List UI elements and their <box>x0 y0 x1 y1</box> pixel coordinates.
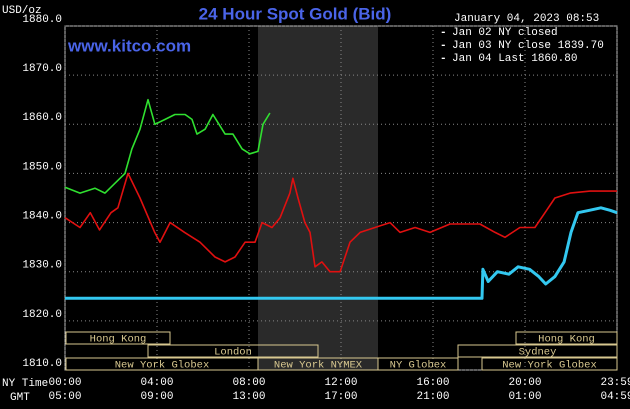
y-tick-label: 1820.0 <box>22 309 62 321</box>
x-tick-label: 23:59 <box>600 377 630 389</box>
legend-dash: - <box>440 40 447 52</box>
session-label: London <box>214 346 252 358</box>
y-tick-label: 1850.0 <box>22 161 62 173</box>
session-label: Hong Kong <box>538 333 595 345</box>
x-tick-label: 04:00 <box>140 377 173 389</box>
site-label: www.kitco.com <box>67 36 191 55</box>
session-label: Sydney <box>519 346 557 358</box>
x-tick-label: 20:00 <box>508 377 541 389</box>
price-line <box>64 172 617 273</box>
y-tick-label: 1860.0 <box>22 112 62 124</box>
x-row-label: GMT <box>10 392 30 404</box>
gmt-tick-label: 04:59 <box>600 391 630 403</box>
legend-entry: Jan 04 Last 1860.80 <box>452 53 577 65</box>
session-label: New York Globex <box>115 359 210 371</box>
session-label: NY Globex <box>390 359 447 371</box>
x-tick-label: 12:00 <box>324 377 357 389</box>
x-tick-label: 16:00 <box>416 377 449 389</box>
price-line <box>65 206 618 300</box>
session-label: New York NYMEX <box>274 359 363 371</box>
session-box <box>457 344 618 358</box>
gmt-tick-label: 09:00 <box>140 391 173 403</box>
legend-dash: - <box>440 53 447 65</box>
gmt-tick-label: 05:00 <box>48 391 81 403</box>
y-tick-label: 1870.0 <box>22 63 62 75</box>
gmt-tick-label: 21:00 <box>416 391 449 403</box>
session-box <box>481 357 618 371</box>
session-box <box>65 331 171 345</box>
gmt-tick-label: 13:00 <box>232 391 265 403</box>
x-tick-label: 08:00 <box>232 377 265 389</box>
session-box <box>377 357 459 371</box>
gmt-tick-label: 01:00 <box>508 391 541 403</box>
session-shade <box>258 26 378 370</box>
x-tick-label: 00:00 <box>48 377 81 389</box>
x-row-label: NY Time <box>2 378 48 390</box>
y-tick-label: 1830.0 <box>22 260 62 272</box>
y-axis-label: USD/oz <box>2 5 42 17</box>
chart-title: 24 Hour Spot Gold (Bid) <box>199 4 392 23</box>
legend-entry: Jan 03 NY close 1839.70 <box>452 40 604 52</box>
y-tick-label: 1880.0 <box>22 14 62 26</box>
session-box <box>515 331 618 345</box>
legend-dash: - <box>440 27 447 39</box>
session-label: Hong Kong <box>90 333 147 345</box>
legend-entry: Jan 02 NY closed <box>452 27 558 39</box>
session-label: New York Globex <box>502 359 597 371</box>
session-box <box>147 344 319 358</box>
price-line <box>64 98 271 194</box>
y-tick-label: 1840.0 <box>22 210 62 222</box>
gmt-tick-label: 17:00 <box>324 391 357 403</box>
y-tick-label: 1810.0 <box>22 358 62 370</box>
timestamp: January 04, 2023 08:53 <box>454 13 599 25</box>
